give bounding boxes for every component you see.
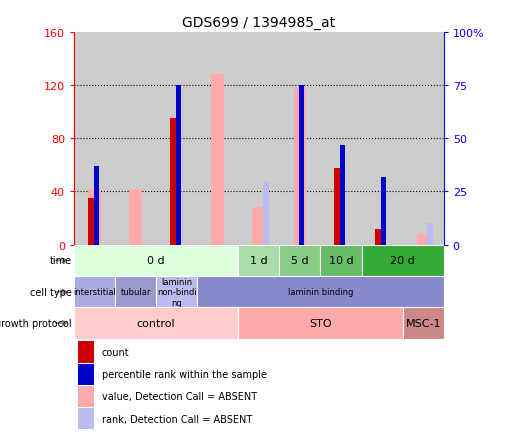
Text: STO: STO xyxy=(308,319,331,328)
Bar xyxy=(88,199,96,245)
Bar xyxy=(416,234,429,245)
Text: 20 d: 20 d xyxy=(389,256,414,266)
Bar xyxy=(320,33,361,245)
Text: 5 d: 5 d xyxy=(291,256,308,266)
Text: tubular: tubular xyxy=(120,288,151,296)
Bar xyxy=(402,308,443,339)
Text: value, Detection Call = ABSENT: value, Detection Call = ABSENT xyxy=(101,391,257,401)
Bar xyxy=(238,33,279,245)
Text: 10 d: 10 d xyxy=(328,256,353,266)
Text: interstitial: interstitial xyxy=(73,288,116,296)
Text: 1 d: 1 d xyxy=(249,256,267,266)
Bar xyxy=(197,276,443,308)
Text: cell type: cell type xyxy=(30,287,71,297)
Text: count: count xyxy=(101,347,129,357)
Bar xyxy=(74,276,115,308)
Bar xyxy=(197,33,238,245)
Bar xyxy=(77,386,94,407)
Bar xyxy=(77,408,94,429)
Bar xyxy=(333,168,342,245)
Bar xyxy=(129,189,142,245)
Bar xyxy=(211,75,223,245)
Title: GDS699 / 1394985_at: GDS699 / 1394985_at xyxy=(182,16,335,30)
Bar xyxy=(176,85,181,245)
Bar xyxy=(298,85,304,245)
Bar xyxy=(402,33,443,245)
Bar xyxy=(380,177,386,245)
Text: MSC-1: MSC-1 xyxy=(405,319,440,328)
Bar xyxy=(238,308,402,339)
Text: 0 d: 0 d xyxy=(147,256,164,266)
Bar xyxy=(94,167,99,245)
Bar xyxy=(279,33,320,245)
Bar xyxy=(262,181,268,245)
Bar xyxy=(74,33,115,245)
Text: laminin
non-bindi
ng: laminin non-bindi ng xyxy=(156,277,196,307)
Text: percentile rank within the sample: percentile rank within the sample xyxy=(101,369,266,379)
Text: time: time xyxy=(49,256,71,266)
Bar xyxy=(340,145,345,245)
Bar xyxy=(156,276,197,308)
Bar xyxy=(115,33,156,245)
Bar xyxy=(375,229,382,245)
Bar xyxy=(293,89,305,245)
Bar xyxy=(427,224,432,245)
Bar xyxy=(279,245,320,276)
Bar xyxy=(169,119,178,245)
Bar xyxy=(361,245,443,276)
Bar xyxy=(361,33,402,245)
Bar xyxy=(252,208,265,245)
Bar xyxy=(74,308,238,339)
Text: rank, Detection Call = ABSENT: rank, Detection Call = ABSENT xyxy=(101,414,251,424)
Bar xyxy=(320,245,361,276)
Text: laminin binding: laminin binding xyxy=(287,288,352,296)
Bar xyxy=(77,342,94,363)
Bar xyxy=(156,33,197,245)
Bar xyxy=(115,276,156,308)
Bar xyxy=(88,189,101,245)
Text: growth protocol: growth protocol xyxy=(0,319,71,328)
Bar xyxy=(77,364,94,385)
Bar xyxy=(74,245,238,276)
Text: control: control xyxy=(136,319,175,328)
Bar xyxy=(238,245,279,276)
